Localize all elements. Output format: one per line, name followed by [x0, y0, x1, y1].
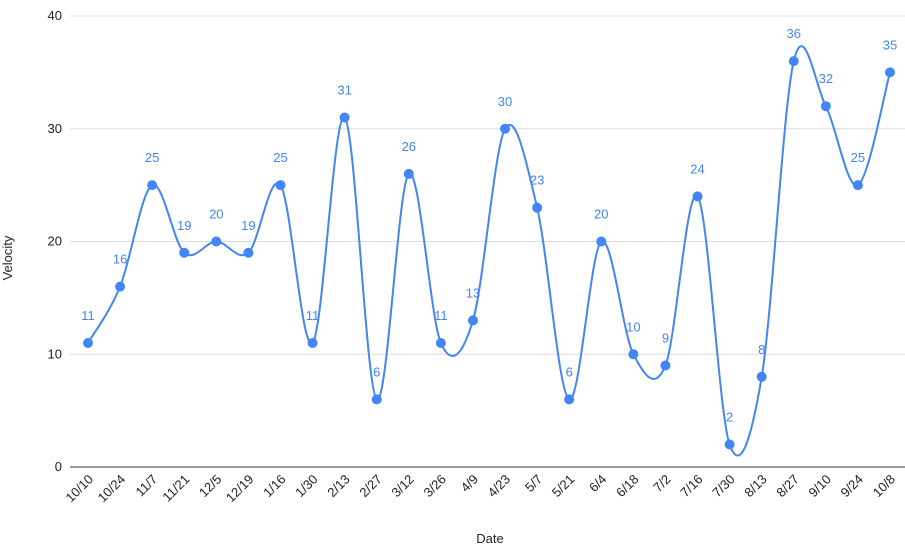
x-tick-label: 3/26 [420, 472, 449, 501]
point [564, 394, 575, 405]
point [307, 337, 318, 348]
data-label: 36 [787, 26, 801, 41]
x-tick-label: 4/23 [485, 472, 514, 501]
data-label: 35 [883, 37, 897, 52]
point [115, 281, 126, 292]
x-tick-label: 8/13 [741, 472, 770, 501]
point [532, 202, 543, 213]
data-label: 20 [594, 207, 608, 222]
y-tick-label: 40 [48, 8, 62, 23]
x-tick-label: 12/5 [196, 472, 225, 501]
x-tick-label: 9/24 [838, 472, 867, 501]
y-tick-label: 10 [48, 346, 62, 361]
point [435, 337, 446, 348]
point [788, 56, 799, 67]
data-label: 20 [209, 207, 223, 222]
point [211, 236, 222, 247]
data-label: 13 [466, 285, 480, 300]
point [756, 371, 767, 382]
x-tick-label: 4/9 [458, 472, 481, 495]
data-label: 26 [402, 139, 416, 154]
point [820, 101, 831, 112]
x-tick-label: 8/27 [773, 472, 802, 501]
x-tick-label: 5/7 [522, 472, 545, 495]
point [83, 337, 93, 348]
x-tick-label: 10/24 [95, 472, 129, 506]
x-tick-label: 10/10 [63, 472, 97, 506]
data-label: 11 [306, 308, 320, 323]
data-label: 30 [498, 94, 512, 109]
x-tick-label: 7/16 [677, 472, 706, 501]
y-tick-label: 30 [48, 121, 62, 136]
point [147, 180, 158, 191]
point [500, 123, 511, 134]
data-label: 6 [373, 364, 380, 379]
point [467, 315, 478, 326]
data-label: 31 [337, 82, 351, 97]
x-tick-label: 5/21 [549, 472, 578, 501]
x-tick-label: 11/21 [159, 472, 192, 505]
x-tick-label: 6/18 [613, 472, 642, 501]
data-label: 23 [530, 173, 544, 188]
point [692, 191, 703, 202]
point [885, 67, 895, 78]
point [179, 247, 190, 258]
data-label: 24 [690, 161, 704, 176]
data-label: 25 [851, 150, 865, 165]
x-tick-label: 2/27 [356, 472, 385, 501]
data-label: 11 [434, 308, 448, 323]
data-label: 16 [113, 252, 127, 267]
data-label: 19 [241, 218, 255, 233]
y-axis-label: Velocity [0, 235, 15, 280]
point [371, 394, 382, 405]
data-label: 8 [758, 342, 765, 357]
data-label: 25 [273, 150, 287, 165]
data-label: 9 [662, 331, 669, 346]
line [87, 45, 891, 457]
x-tick-label: 3/12 [388, 472, 417, 501]
point [596, 236, 607, 247]
x-tick-label: 9/10 [805, 472, 834, 501]
data-label: 2 [726, 409, 733, 424]
x-tick-label: 1/16 [260, 472, 289, 501]
point [852, 180, 863, 191]
x-tick-label: 1/30 [292, 472, 321, 501]
data-label: 25 [145, 150, 159, 165]
point [724, 439, 735, 450]
y-tick-label: 20 [48, 234, 62, 249]
x-axis-label: Date [476, 531, 503, 546]
data-label: 6 [566, 364, 573, 379]
x-tick-label: 12/19 [223, 472, 257, 506]
data-label: 11 [81, 308, 95, 323]
point [660, 360, 671, 371]
point [339, 112, 350, 123]
x-tick-label: 10/8 [870, 472, 899, 501]
point [243, 247, 254, 258]
data-label: 32 [819, 71, 833, 86]
x-tick-label: 7/30 [709, 472, 738, 501]
y-tick-label: 0 [55, 459, 62, 474]
x-tick-label: 2/13 [324, 472, 353, 501]
x-tick-label: 7/2 [650, 472, 673, 495]
data-label: 10 [626, 319, 640, 334]
point [403, 168, 414, 179]
point [275, 180, 286, 191]
x-tick-label: 11/7 [132, 472, 160, 500]
data-label: 19 [177, 218, 191, 233]
point [628, 349, 639, 360]
x-tick-label: 6/4 [586, 472, 609, 495]
